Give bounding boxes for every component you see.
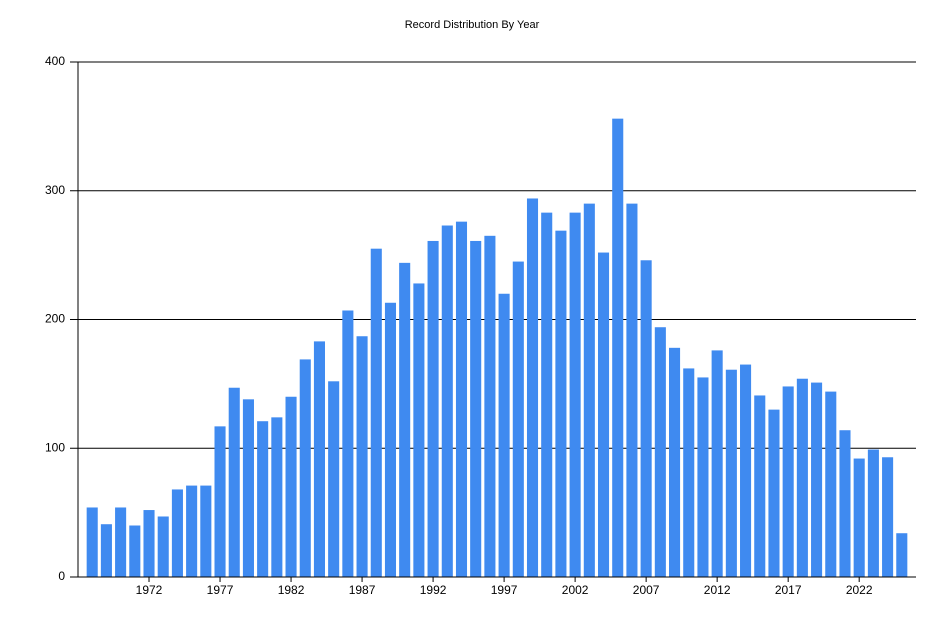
x-tick-label: 1987 <box>349 583 376 597</box>
bar <box>740 364 752 577</box>
bar <box>555 230 567 577</box>
bar <box>711 350 723 577</box>
bar <box>242 399 254 577</box>
y-tick-label: 300 <box>45 183 65 197</box>
bar <box>683 368 695 577</box>
x-tick-label: 2002 <box>562 583 589 597</box>
bar <box>342 310 354 577</box>
bar <box>171 489 183 577</box>
bar <box>328 381 340 577</box>
bar <box>484 235 496 577</box>
bar <box>597 252 610 578</box>
bar <box>867 449 879 577</box>
bar <box>754 395 766 577</box>
bar <box>796 378 808 577</box>
bar <box>853 458 865 577</box>
chart-title: Record Distribution By Year <box>405 19 540 31</box>
bar <box>427 240 439 577</box>
bar <box>669 347 681 577</box>
bar <box>115 507 127 577</box>
bar <box>526 198 539 577</box>
x-tick-label: 2012 <box>704 583 731 597</box>
bar <box>257 421 269 577</box>
bar <box>100 524 112 577</box>
bar <box>583 203 595 577</box>
bar <box>612 118 624 578</box>
x-tick-label: 1982 <box>278 583 305 597</box>
bar <box>370 248 382 577</box>
x-tick-label: 2022 <box>846 583 873 597</box>
x-tick-label: 1997 <box>491 583 518 597</box>
bar <box>271 417 283 577</box>
bar <box>455 221 468 577</box>
bar <box>399 262 411 577</box>
bar <box>441 225 453 577</box>
bar <box>654 327 666 577</box>
bar <box>470 240 482 577</box>
bar <box>512 261 524 577</box>
bar <box>413 283 425 577</box>
bar <box>811 382 823 577</box>
x-tick-label: 1992 <box>420 583 447 597</box>
bar <box>569 212 581 577</box>
bar <box>228 387 240 577</box>
bar <box>143 510 155 577</box>
bar <box>285 396 297 577</box>
bar <box>626 203 638 577</box>
bar <box>541 212 553 577</box>
bar <box>839 430 851 577</box>
bar <box>299 359 311 577</box>
y-tick-label: 200 <box>45 312 65 326</box>
x-tick-label: 2017 <box>775 583 802 597</box>
y-tick-label: 0 <box>58 569 65 583</box>
bar <box>200 485 212 577</box>
bar <box>157 516 169 577</box>
bar <box>697 377 709 577</box>
bar <box>825 391 837 577</box>
bar <box>186 485 198 577</box>
bar <box>356 336 368 577</box>
x-tick-label: 1972 <box>136 583 163 597</box>
bar <box>129 525 141 577</box>
x-tick-label: 1977 <box>207 583 234 597</box>
y-tick-label: 100 <box>45 440 65 454</box>
bar <box>725 369 737 577</box>
bar <box>768 409 780 577</box>
bar <box>313 341 325 577</box>
bar <box>782 386 794 577</box>
x-tick-label: 2007 <box>633 583 660 597</box>
bar <box>896 533 908 577</box>
bar <box>498 293 510 577</box>
bar <box>86 507 98 577</box>
y-tick-label: 400 <box>45 54 65 68</box>
bar <box>882 457 894 577</box>
bar <box>214 426 226 577</box>
bar <box>640 260 652 577</box>
bar <box>384 302 397 577</box>
